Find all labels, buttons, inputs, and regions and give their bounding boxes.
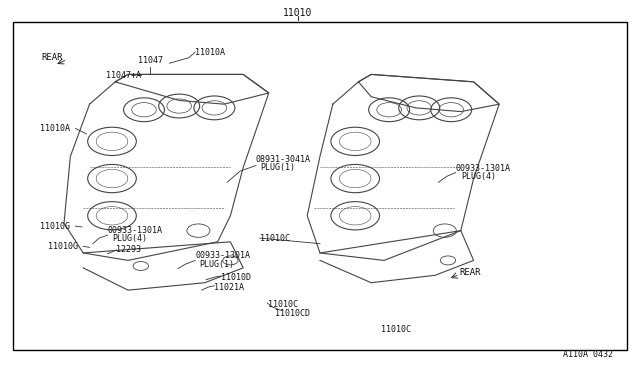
- Text: 11010G: 11010G: [48, 242, 78, 251]
- Text: 11010C: 11010C: [381, 325, 411, 334]
- Text: 08931-3041A: 08931-3041A: [256, 155, 311, 164]
- Text: PLUG(1): PLUG(1): [260, 163, 295, 172]
- Text: PLUG(4): PLUG(4): [461, 172, 496, 181]
- Text: PLUG(4): PLUG(4): [112, 234, 147, 243]
- Text: 11010A: 11010A: [195, 48, 225, 57]
- Text: 00933-1301A: 00933-1301A: [195, 251, 250, 260]
- Text: 11010: 11010: [283, 8, 312, 18]
- Text: 00933-1301A: 00933-1301A: [456, 164, 511, 173]
- Text: 11010C: 11010C: [268, 300, 298, 309]
- Text: 11047: 11047: [138, 56, 163, 65]
- Text: PLUG(1): PLUG(1): [200, 260, 235, 269]
- Text: 11010A: 11010A: [40, 124, 70, 133]
- Text: REAR: REAR: [460, 268, 481, 277]
- Text: 12293: 12293: [116, 246, 141, 254]
- Text: A110A 0432: A110A 0432: [563, 350, 613, 359]
- Text: 11010CD: 11010CD: [275, 309, 310, 318]
- Bar: [13, 22, 627, 350]
- Text: 11010D: 11010D: [221, 273, 251, 282]
- Text: 11010G: 11010G: [40, 222, 70, 231]
- Text: 00933-1301A: 00933-1301A: [108, 226, 163, 235]
- Text: 11047+A: 11047+A: [106, 71, 141, 80]
- Text: 11010C: 11010C: [260, 234, 290, 243]
- Text: REAR: REAR: [42, 53, 63, 62]
- Text: 11021A: 11021A: [214, 283, 244, 292]
